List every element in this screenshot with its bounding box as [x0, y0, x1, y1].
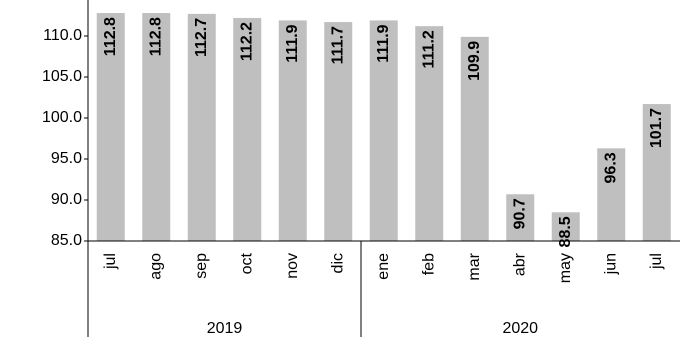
- y-tick-label: 110.0: [43, 27, 82, 44]
- x-tick-label: may: [557, 253, 574, 283]
- bar: [142, 13, 171, 242]
- bar: [369, 20, 398, 242]
- value-label: 111.2: [420, 30, 437, 68]
- value-label: 88.5: [557, 216, 574, 247]
- value-label: 90.7: [511, 198, 528, 229]
- y-tick-label: 90.0: [51, 191, 82, 208]
- x-tick-label: sep: [193, 253, 210, 279]
- group-label: 2019: [207, 320, 243, 337]
- bar: [187, 13, 216, 241]
- x-tick-label: jun: [602, 253, 619, 275]
- bar: [551, 212, 580, 241]
- group-label: 2020: [502, 320, 538, 337]
- bar: [415, 26, 444, 241]
- y-tick-label: 100.0: [42, 109, 82, 126]
- y-tick-label: 95.0: [51, 150, 82, 167]
- x-tick-label: mar: [466, 252, 483, 280]
- x-tick-label: dic: [329, 253, 346, 273]
- value-label: 112.8: [102, 17, 119, 56]
- x-tick-label: jul: [102, 253, 119, 270]
- value-label: 111.9: [375, 24, 392, 62]
- x-tick-label: ago: [147, 253, 164, 280]
- value-label: 96.3: [602, 152, 619, 183]
- bar: [460, 36, 489, 241]
- x-tick-label: abr: [511, 252, 528, 276]
- x-tick-label: jul: [648, 253, 665, 270]
- x-tick-label: nov: [284, 253, 301, 279]
- y-tick-label: 105.0: [42, 68, 82, 85]
- value-label: 112.2: [238, 22, 255, 61]
- y-tick-label: 85.0: [51, 232, 82, 249]
- bar: [96, 13, 125, 242]
- bar: [642, 104, 671, 241]
- x-tick-label: oct: [238, 252, 255, 274]
- bar: [597, 148, 626, 241]
- value-label: 111.7: [329, 26, 346, 64]
- value-label: 112.7: [193, 18, 210, 57]
- value-label: 112.8: [147, 17, 164, 56]
- x-tick-label: ene: [375, 253, 392, 280]
- bar: [506, 194, 535, 241]
- value-label: 111.9: [284, 24, 301, 62]
- bar: [278, 20, 307, 242]
- bar: [324, 22, 353, 242]
- value-label: 101.7: [648, 108, 665, 148]
- x-tick-label: feb: [420, 253, 437, 275]
- bar: [233, 17, 262, 242]
- value-label: 109.9: [466, 41, 483, 81]
